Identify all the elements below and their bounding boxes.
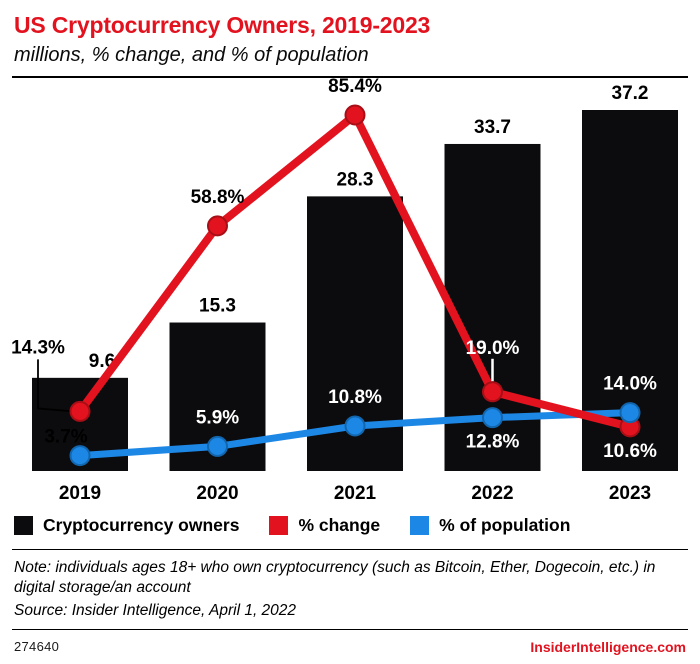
legend-swatch-owners-icon [14, 515, 33, 535]
chart-title: US Cryptocurrency Owners, 2019-2023 [14, 12, 431, 38]
bar-value-label-2021: 28.3 [337, 170, 374, 191]
label-connector-2019 [37, 359, 73, 413]
source-text: Source: Insider Intelligence, April 1, 2… [14, 601, 297, 619]
chart-id: 274640 [14, 639, 60, 655]
marker-%-of-population-2021 [344, 415, 366, 437]
point-label-%-of-population-2023: 14.0% [603, 374, 657, 395]
marker-%-of-population-2019 [69, 445, 91, 467]
marker-%-of-population-2023 [619, 402, 641, 424]
marker-%-change-2021 [344, 104, 366, 126]
legend-label-pct-population: % of population [439, 514, 571, 535]
point-label-%-change-2022: 19.0% [466, 338, 520, 359]
header-divider [12, 76, 688, 79]
notes-section: Note: individuals ages 18+ who own crypt… [0, 550, 700, 628]
marker-%-of-population-2022 [482, 407, 503, 429]
footer-divider [12, 628, 688, 630]
legend-item-pct-population: % of population [410, 515, 570, 536]
x-axis-label-2021: 2021 [334, 483, 377, 504]
x-axis-label-2023: 2023 [609, 483, 651, 504]
legend-item-owners: Cryptocurrency owners [14, 515, 239, 536]
point-label-%-change-2023: 10.6% [603, 441, 657, 462]
notes-divider [12, 549, 688, 551]
point-label-%-change-2019: 14.3% [11, 338, 65, 359]
x-axis-label-2019: 2019 [59, 483, 101, 504]
x-axis-label-2022: 2022 [471, 483, 513, 504]
point-label-%-of-population-2019: 3.7% [44, 427, 87, 448]
point-label-%-of-population-2020: 5.9% [196, 408, 239, 429]
bar-value-label-2023: 37.2 [612, 83, 649, 104]
marker-%-change-2020 [207, 215, 228, 237]
footer: 274640 InsiderIntelligence.com [0, 630, 700, 655]
bar-value-label-2020: 15.3 [199, 296, 236, 317]
legend-label-owners: Cryptocurrency owners [43, 514, 240, 535]
footer-site-link: InsiderIntelligence.com [530, 638, 686, 655]
point-label-%-change-2021: 85.4% [328, 76, 382, 97]
point-label-%-change-2020: 58.8% [191, 187, 245, 208]
bar-value-label-2022: 33.7 [474, 117, 511, 138]
marker-%-of-population-2020 [207, 436, 228, 458]
x-axis-label-2020: 2020 [196, 483, 238, 504]
chart-legend: Cryptocurrency owners % change % of popu… [0, 510, 700, 536]
legend-swatch-pct-change-icon [269, 515, 289, 535]
point-label-%-of-population-2021: 10.8% [328, 387, 382, 408]
point-label-%-of-population-2022: 12.8% [466, 432, 520, 453]
legend-swatch-pct-population-icon [410, 515, 430, 535]
chart-subtitle: millions, % change, and % of population [14, 44, 369, 67]
chart-header: US Cryptocurrency Owners, 2019-2023 mill… [0, 0, 700, 67]
legend-item-pct-change: % change [269, 515, 380, 536]
note-text: Note: individuals ages 18+ who own crypt… [14, 559, 656, 597]
legend-label-pct-change: % change [298, 514, 381, 535]
marker-%-change-2019 [69, 401, 91, 423]
marker-%-change-2022 [482, 381, 503, 403]
legend-spacer [0, 534, 700, 549]
